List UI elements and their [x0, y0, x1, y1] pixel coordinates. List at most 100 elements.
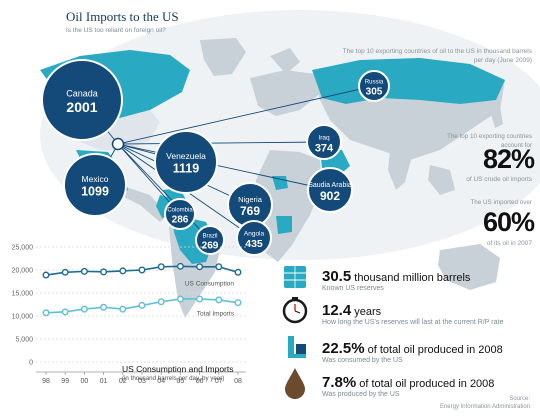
- bubble-circle: [306, 124, 342, 160]
- x-tick-label: 07: [215, 378, 223, 385]
- y-tick-label: 10,000: [12, 314, 34, 321]
- stopwatch-icon: [282, 297, 308, 324]
- fact-rest: of total oil produced in 2008: [356, 378, 495, 390]
- country-name: Venezuela: [166, 151, 206, 161]
- imported-note: The US imported over: [470, 199, 532, 206]
- fact-big: 12.4: [322, 302, 352, 319]
- y-tick-label: 20,000: [12, 268, 34, 275]
- series-point: [61, 308, 69, 316]
- fact-desc: How long the US's reserves will last at …: [322, 319, 504, 326]
- country-value: 902: [320, 189, 340, 203]
- chart-subtitle: (in thousand barrels per day, by year): [122, 375, 225, 382]
- source-credit: Source: Energy Information Administratio…: [440, 396, 530, 411]
- country-value: 1119: [173, 162, 199, 176]
- series-point: [138, 266, 146, 274]
- country-name: Angola: [244, 230, 265, 237]
- fact-consumed: 22.5% of total oil produced in 2008 Was …: [322, 340, 503, 364]
- x-tick-label: 05: [177, 378, 185, 385]
- x-tick-label: 00: [81, 378, 89, 385]
- country-name: Russia: [365, 80, 384, 86]
- y-tick-label: 5,000: [15, 337, 33, 344]
- country-name: Saudia Arabia: [308, 182, 352, 189]
- series-point: [119, 267, 127, 275]
- country-name: Iraq: [318, 134, 330, 141]
- series-point: [100, 268, 108, 276]
- y-tick-label: 25,000: [12, 245, 34, 252]
- series-point: [176, 262, 184, 270]
- country-value: 305: [366, 87, 383, 98]
- country-value: 435: [245, 238, 263, 250]
- y-tick-label: 0: [29, 360, 33, 367]
- series-point: [100, 303, 108, 311]
- fact-rest: of total oil produced in 2008: [364, 344, 503, 356]
- country-name: Brazil: [202, 234, 217, 240]
- x-tick-label: 01: [100, 378, 108, 385]
- imported-sub: of its oil in 2007: [486, 240, 532, 247]
- consumption-imports-chart: 0 5,000 10,000 15,000 20,000 25,000 98 99 00 01 02…: [12, 245, 246, 385]
- chart-title: US Consumption and Imports: [122, 364, 234, 374]
- x-tick-label: 98: [42, 378, 50, 385]
- y-tick-label: 15,000: [12, 291, 34, 298]
- series-label: Total Imports: [197, 311, 235, 318]
- fact-rest: thousand million barrels: [351, 272, 471, 284]
- page-subtitle: Is the US too reliant on foreign oil?: [66, 27, 166, 34]
- series-point: [80, 305, 88, 313]
- series-point: [42, 309, 50, 317]
- series-point: [61, 268, 69, 276]
- series-point: [176, 295, 184, 303]
- country-value: 374: [315, 142, 334, 154]
- us-hub-marker: [111, 137, 125, 151]
- series-point: [196, 263, 204, 271]
- imported-percent: 60%: [482, 207, 535, 237]
- fact-reserves: 30.5 thousand million barrels Known US r…: [322, 268, 470, 292]
- x-tick-label: 06: [196, 378, 204, 385]
- series-point: [42, 271, 50, 279]
- fact-rest: years: [351, 306, 382, 318]
- fact-desc: Known US reserves: [322, 285, 384, 292]
- fact-produced: 7.8% of total oil produced in 2008 Was p…: [322, 374, 494, 398]
- series-point: [157, 298, 165, 306]
- series-point: [80, 267, 88, 275]
- series-point: [215, 296, 223, 304]
- series-point: [119, 305, 127, 313]
- oil-refinery-icon: [288, 336, 306, 358]
- bubble-circle: [41, 59, 123, 141]
- series-point: [157, 263, 165, 271]
- bubble-circle: [63, 153, 127, 217]
- x-tick-label: 02: [119, 378, 127, 385]
- country-name: Canada: [66, 89, 98, 99]
- series-point: [138, 301, 146, 309]
- bubble-circle: [154, 130, 218, 194]
- series-point: [196, 295, 204, 303]
- bubble-circle: [307, 167, 353, 213]
- series-point: [234, 299, 242, 307]
- series-point: [215, 263, 223, 271]
- bubble-circle: [164, 198, 196, 230]
- top10-sub: of US crude oil imports: [466, 176, 532, 183]
- oil-barrels-icon: [284, 266, 306, 288]
- map-note: The top 10 exporting countries of oil to…: [342, 48, 532, 64]
- fact-years: 12.4 years How long the US's reserves wi…: [322, 302, 503, 326]
- x-tick-label: 99: [61, 378, 69, 385]
- series-point: [234, 268, 242, 276]
- source-name: Energy Information Administration: [439, 403, 530, 410]
- country-value: 286: [172, 215, 189, 226]
- country-name: Colombia: [167, 208, 193, 214]
- x-tick-label: 08: [234, 378, 242, 385]
- series-label: US Consumption: [185, 280, 235, 287]
- top10-percent: 82%: [482, 144, 535, 174]
- bubble-circle: [358, 70, 390, 102]
- fact-big: 22.5%: [322, 340, 365, 357]
- country-value: 1099: [81, 185, 109, 199]
- fact-big: 7.8%: [322, 374, 357, 391]
